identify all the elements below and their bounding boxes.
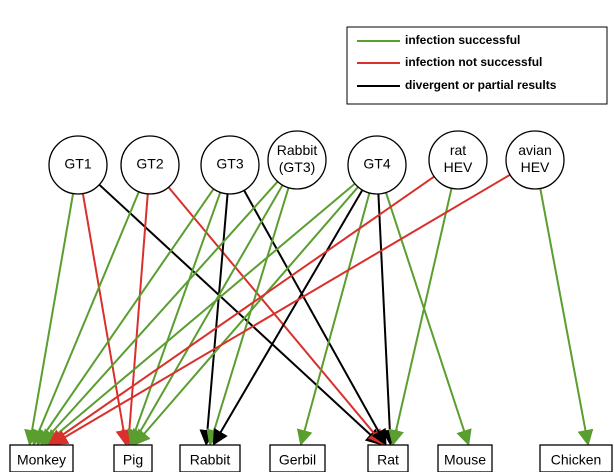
- source-label: rat: [450, 142, 466, 158]
- source-label: GT2: [136, 156, 163, 172]
- host-box: [367, 444, 409, 472]
- host-box: [539, 444, 613, 472]
- edge: [385, 192, 472, 446]
- source-label: (GT3): [279, 159, 316, 175]
- host-box: [269, 444, 326, 472]
- legend-box: [346, 26, 608, 105]
- source-label: GT4: [363, 156, 390, 172]
- edge: [377, 193, 398, 446]
- source-label: GT1: [64, 156, 91, 172]
- edge: [43, 182, 356, 446]
- legend-label: infection successful: [405, 33, 520, 47]
- edge: [206, 187, 290, 446]
- edge: [51, 173, 511, 446]
- host-label: Monkey: [17, 452, 66, 468]
- edge: [40, 180, 279, 446]
- edge: [243, 189, 387, 446]
- edge: [81, 193, 132, 446]
- source-label: avian: [518, 142, 551, 158]
- edge: [98, 183, 382, 446]
- legend-label: infection not successful: [405, 55, 542, 69]
- edge: [388, 188, 453, 446]
- host-label: Mouse: [444, 452, 486, 468]
- edge: [127, 191, 222, 446]
- host-box: [437, 444, 493, 472]
- edge: [167, 186, 385, 446]
- source-node: [48, 135, 108, 195]
- edge: [131, 184, 284, 446]
- edge: [24, 193, 75, 446]
- source-label: HEV: [521, 159, 550, 175]
- host-label: Rat: [377, 452, 399, 468]
- source-label: Rabbit: [277, 142, 318, 158]
- source-node: [120, 135, 180, 195]
- source-label: HEV: [444, 159, 473, 175]
- source-label: GT3: [216, 156, 243, 172]
- edge: [134, 186, 359, 446]
- edge: [36, 188, 215, 446]
- edge: [296, 192, 371, 446]
- host-label: Gerbil: [279, 452, 316, 468]
- host-label: Pig: [123, 452, 143, 468]
- legend-label: divergent or partial results: [405, 78, 557, 92]
- host-label: Chicken: [551, 452, 602, 468]
- edge: [199, 193, 229, 446]
- source-node: [267, 130, 327, 190]
- edge: [31, 191, 140, 446]
- edge: [539, 188, 594, 446]
- host-box: [113, 444, 153, 472]
- edge: [47, 175, 435, 446]
- legend: infection successful infection not succe…: [346, 26, 608, 105]
- source-node: [200, 135, 260, 195]
- host-box: [9, 444, 74, 472]
- host-box: [179, 444, 241, 472]
- edge: [212, 189, 364, 446]
- edge: [121, 193, 149, 446]
- source-node: [505, 130, 565, 190]
- source-node: [428, 130, 488, 190]
- source-node: [347, 135, 407, 195]
- host-label: Rabbit: [190, 452, 231, 468]
